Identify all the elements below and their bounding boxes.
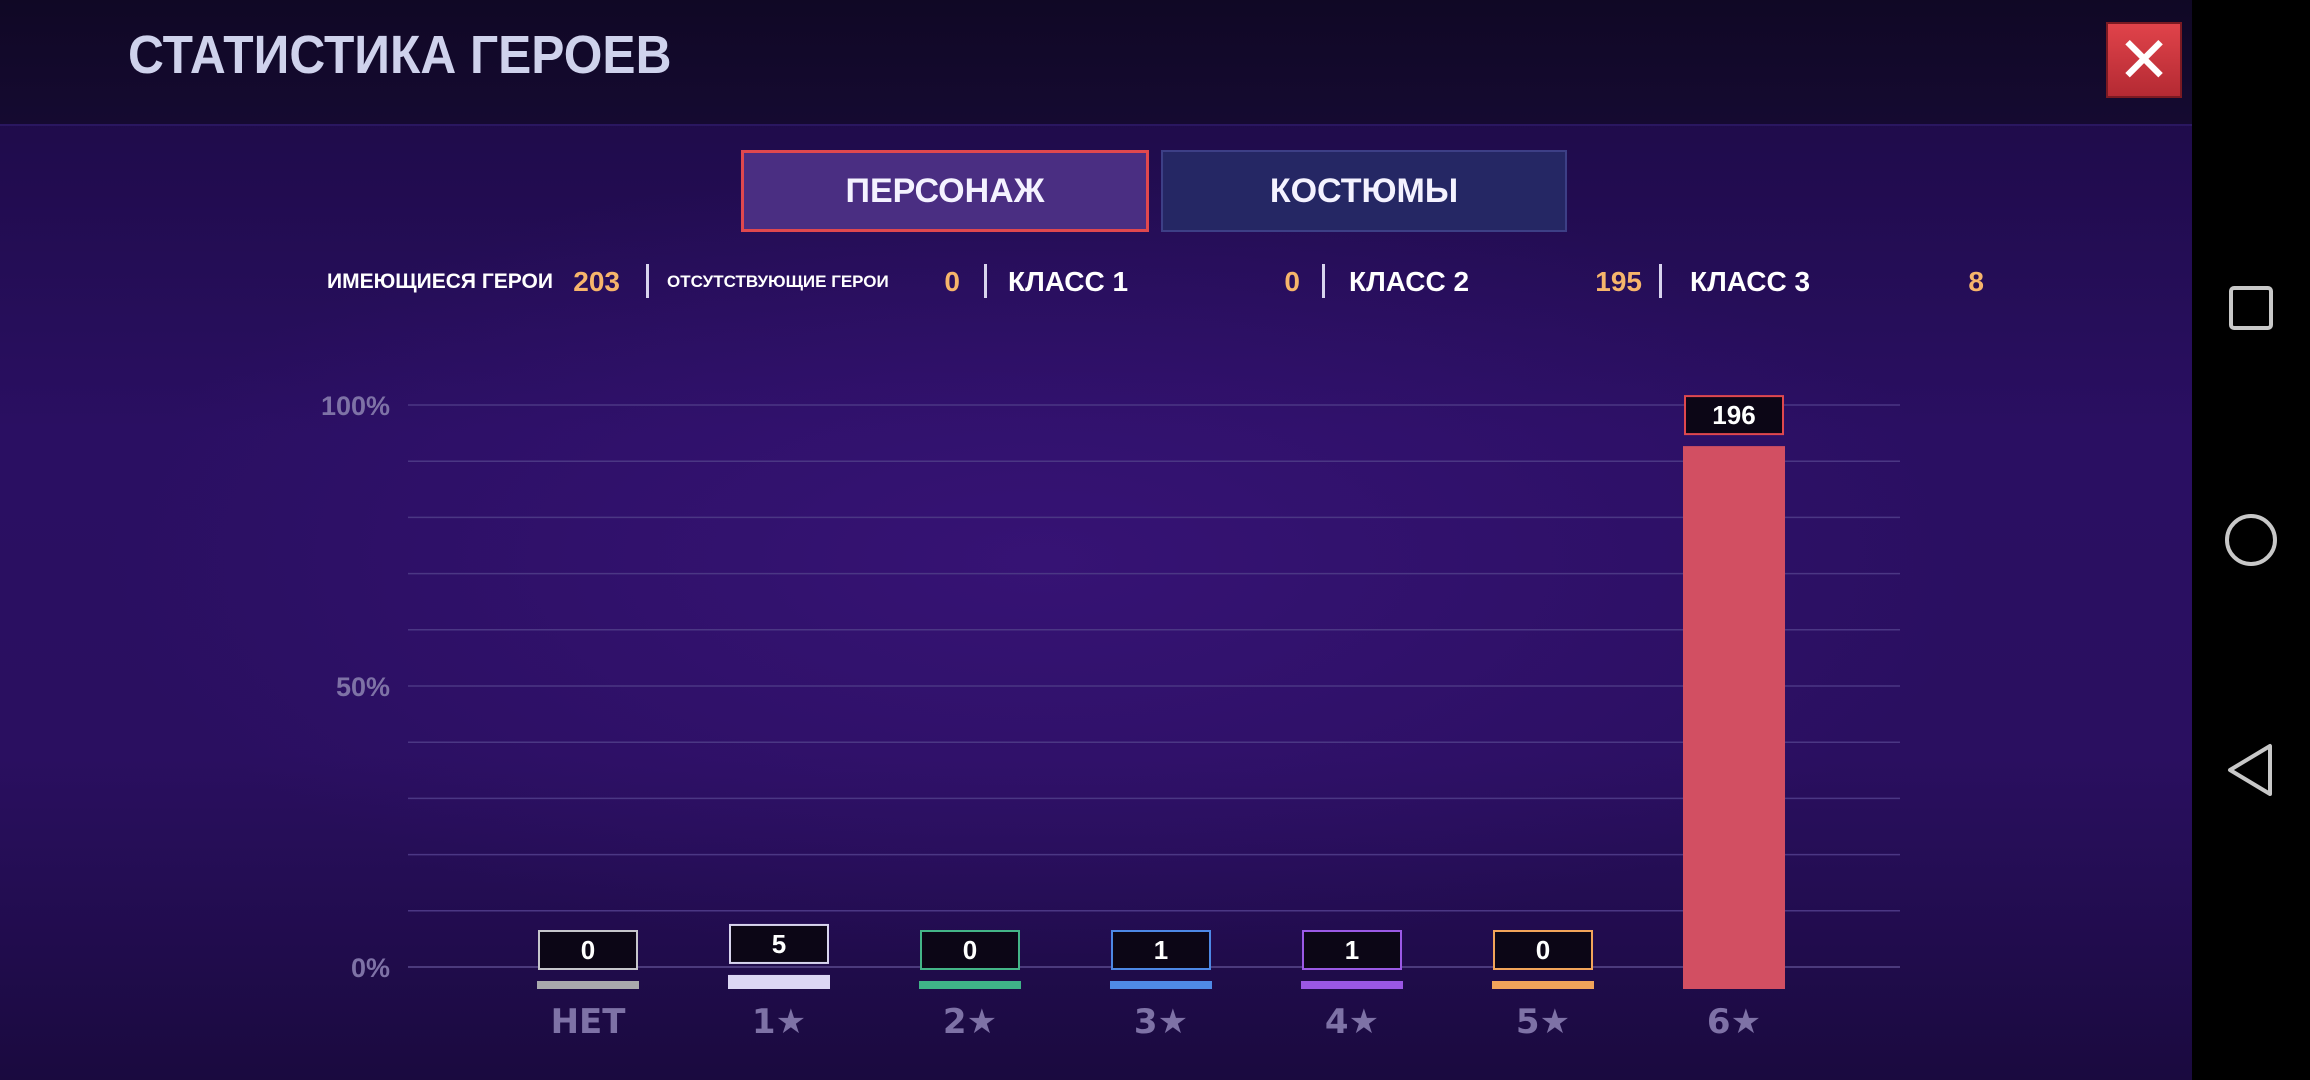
bar-value-box bbox=[729, 923, 829, 964]
bar bbox=[728, 974, 830, 989]
bar bbox=[919, 981, 1021, 989]
back-icon bbox=[2228, 744, 2272, 796]
bar bbox=[1301, 981, 1403, 989]
stats-separator bbox=[1659, 264, 1662, 298]
bar-value-label: 1 bbox=[1154, 935, 1168, 965]
close-button[interactable]: ✕ bbox=[2106, 22, 2182, 98]
missing-heroes-value: 0 bbox=[944, 266, 960, 297]
home-icon bbox=[2225, 514, 2277, 566]
bar-value-box bbox=[538, 930, 638, 970]
bar-value-box bbox=[1684, 395, 1784, 436]
tab-costumes[interactable]: КОСТЮМЫ bbox=[1161, 150, 1567, 232]
stats-separator bbox=[1322, 264, 1325, 298]
x-category-label: 6★ bbox=[1707, 1002, 1761, 1042]
owned-heroes-label: ИМЕЮЩИЕСЯ ГЕРОИ bbox=[327, 270, 553, 293]
system-navigation-bar bbox=[2192, 0, 2310, 1080]
class2-value: 195 bbox=[1595, 266, 1642, 297]
tab-character[interactable]: ПЕРСОНАЖ bbox=[741, 150, 1149, 232]
x-category-label: 1★ bbox=[752, 1002, 806, 1042]
owned-heroes-value: 203 bbox=[573, 266, 620, 297]
game-screen: СТАТИСТИКА ГЕРОЕВ ✕ ПЕРСОНАЖ КОСТЮМЫ ИМЕ… bbox=[0, 0, 2192, 1080]
bar-value-label: 196 bbox=[1712, 400, 1755, 430]
back-button[interactable] bbox=[2192, 740, 2310, 800]
x-category-label: 3★ bbox=[1134, 1002, 1188, 1042]
tab-character-label: ПЕРСОНАЖ bbox=[845, 171, 1045, 210]
bar bbox=[1492, 981, 1594, 989]
class3-label: КЛАСС 3 bbox=[1690, 266, 1811, 297]
bar-value-label: 1 bbox=[1345, 935, 1359, 965]
tab-costumes-label: КОСТЮМЫ bbox=[1269, 171, 1459, 210]
y-tick-label: 0% bbox=[351, 953, 390, 983]
y-tick-label: 100% bbox=[321, 391, 390, 421]
class1-value: 0 bbox=[1284, 266, 1300, 297]
bar-value-box bbox=[1111, 930, 1211, 970]
y-tick-label: 50% bbox=[336, 672, 390, 702]
recent-apps-icon bbox=[2229, 286, 2273, 330]
bar-value-label: 0 bbox=[963, 935, 977, 965]
stats-separator bbox=[984, 264, 987, 298]
recent-apps-button[interactable] bbox=[2192, 278, 2310, 340]
class3-value: 8 bbox=[1968, 266, 1984, 297]
bar-value-box bbox=[1302, 930, 1402, 970]
bar-value-box bbox=[920, 930, 1020, 970]
home-button[interactable] bbox=[2192, 510, 2310, 570]
class1-label: КЛАСС 1 bbox=[1008, 266, 1129, 297]
x-category-label: 4★ bbox=[1325, 1002, 1379, 1042]
missing-heroes-label: ОТСУТСТВУЮЩИЕ ГЕРОИ bbox=[667, 272, 889, 291]
stats-separator bbox=[646, 264, 649, 298]
hero-stars-chart: 100% 50% 0% 0 НЕТ 5 1★ 0 2★ 1 3★ 1 4★ 0 5★ 196 6★ bbox=[321, 391, 1900, 1042]
bar-value-box bbox=[1493, 930, 1593, 970]
close-icon: ✕ bbox=[2117, 24, 2171, 96]
class2-label: КЛАСС 2 bbox=[1349, 266, 1470, 297]
bar-value-label: 5 bbox=[772, 929, 786, 959]
x-category-label: 5★ bbox=[1516, 1002, 1570, 1042]
bar-value-label: 0 bbox=[1536, 935, 1550, 965]
bar bbox=[1683, 446, 1785, 989]
header-bar: СТАТИСТИКА ГЕРОЕВ ✕ bbox=[0, 0, 2192, 126]
x-category-label: 2★ bbox=[943, 1002, 997, 1042]
page-title: СТАТИСТИКА ГЕРОЕВ bbox=[128, 25, 672, 85]
bar bbox=[537, 981, 639, 989]
stats-row: ИМЕЮЩИЕСЯ ГЕРОИ 203 ОТСУТСТВУЮЩИЕ ГЕРОИ … bbox=[0, 258, 2192, 306]
bar-value-label: 0 bbox=[581, 935, 595, 965]
bar bbox=[1110, 981, 1212, 989]
x-category-label: НЕТ bbox=[551, 1002, 627, 1042]
